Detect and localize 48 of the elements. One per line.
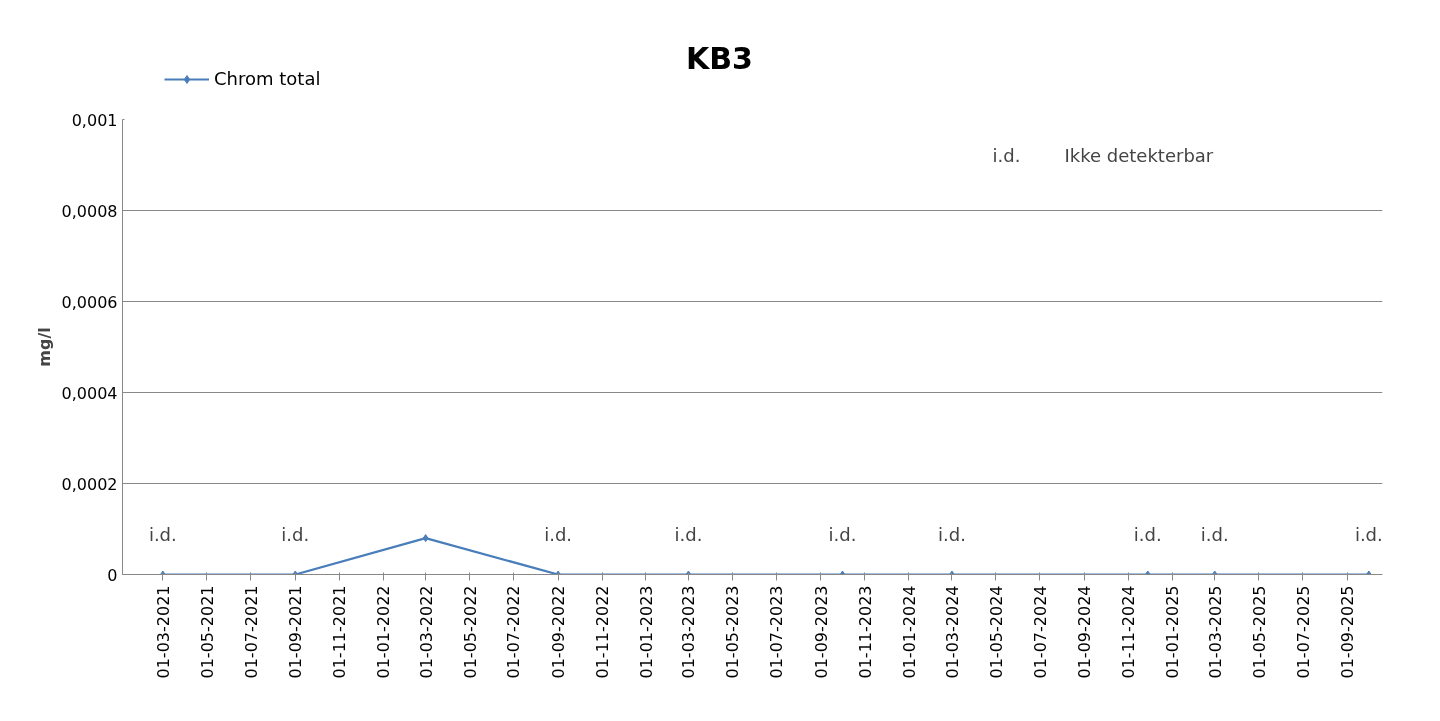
x-tick-label: 01-07-2023 bbox=[767, 585, 787, 679]
y-tick-label: 0,0006 bbox=[61, 292, 118, 312]
x-tick-label: 01-11-2022 bbox=[593, 585, 613, 679]
y-tick-label: 0 bbox=[107, 565, 118, 585]
x-tick-label: 01-07-2021 bbox=[241, 585, 261, 679]
x-tick-label: 01-07-2024 bbox=[1030, 585, 1050, 679]
annotation: i.d. bbox=[938, 523, 966, 545]
x-tick-label: 01-07-2025 bbox=[1293, 585, 1313, 679]
x-tick-label: 01-05-2023 bbox=[723, 585, 743, 679]
x-tick-label: 01-09-2024 bbox=[1075, 585, 1095, 679]
x-tick-label: 01-11-2021 bbox=[330, 585, 350, 679]
annotation: i.d. bbox=[544, 523, 573, 545]
x-tick-label: 01-11-2024 bbox=[1119, 585, 1139, 679]
x-tick-label: 01-07-2022 bbox=[504, 585, 524, 679]
x-tick-label: 01-01-2024 bbox=[899, 585, 919, 679]
annotation: Ikke detekterbar bbox=[1064, 145, 1214, 166]
x-tick-label: 01-05-2024 bbox=[986, 585, 1006, 679]
y-axis-title: mg/l bbox=[34, 327, 54, 367]
x-tick-label: 01-01-2022 bbox=[374, 585, 394, 679]
x-tick-label: 01-09-2022 bbox=[549, 585, 569, 679]
x-tick-label: 01-05-2021 bbox=[197, 585, 217, 679]
annotation: i.d. bbox=[148, 523, 177, 545]
x-tick-label: 01-09-2021 bbox=[286, 585, 306, 679]
annotation: i.d. bbox=[281, 523, 310, 545]
legend-label: Chrom total bbox=[214, 68, 321, 89]
y-tick-label: 0,001 bbox=[71, 110, 118, 130]
annotation: i.d. bbox=[674, 523, 703, 545]
x-tick-label: 01-11-2023 bbox=[855, 585, 875, 679]
x-tick-label: 01-09-2023 bbox=[811, 585, 831, 679]
y-tick-label: 0,0002 bbox=[61, 474, 118, 494]
x-tick-label: 01-03-2023 bbox=[679, 585, 699, 679]
x-tick-label: 01-03-2021 bbox=[153, 585, 173, 679]
annotation: i.d. bbox=[828, 523, 857, 545]
y-tick-label: 0,0008 bbox=[61, 201, 118, 221]
chart-title: KB3 bbox=[686, 41, 754, 76]
x-tick-label: 01-03-2025 bbox=[1205, 585, 1225, 679]
annotation: i.d. bbox=[1200, 523, 1229, 545]
y-tick-label: 0,0004 bbox=[61, 383, 118, 403]
annotation: i.d. bbox=[1133, 523, 1162, 545]
x-tick-label: 01-01-2023 bbox=[636, 585, 656, 679]
x-tick-label: 01-03-2022 bbox=[416, 585, 436, 679]
x-tick-label: 01-01-2025 bbox=[1163, 585, 1183, 679]
x-tick-label: 01-05-2025 bbox=[1249, 585, 1269, 679]
annotation: i.d. bbox=[1354, 523, 1383, 545]
x-tick-label: 01-05-2022 bbox=[460, 585, 480, 679]
x-tick-label: 01-09-2025 bbox=[1338, 585, 1358, 679]
x-tick-label: 01-03-2024 bbox=[942, 585, 962, 679]
annotation: i.d. bbox=[992, 145, 1021, 166]
